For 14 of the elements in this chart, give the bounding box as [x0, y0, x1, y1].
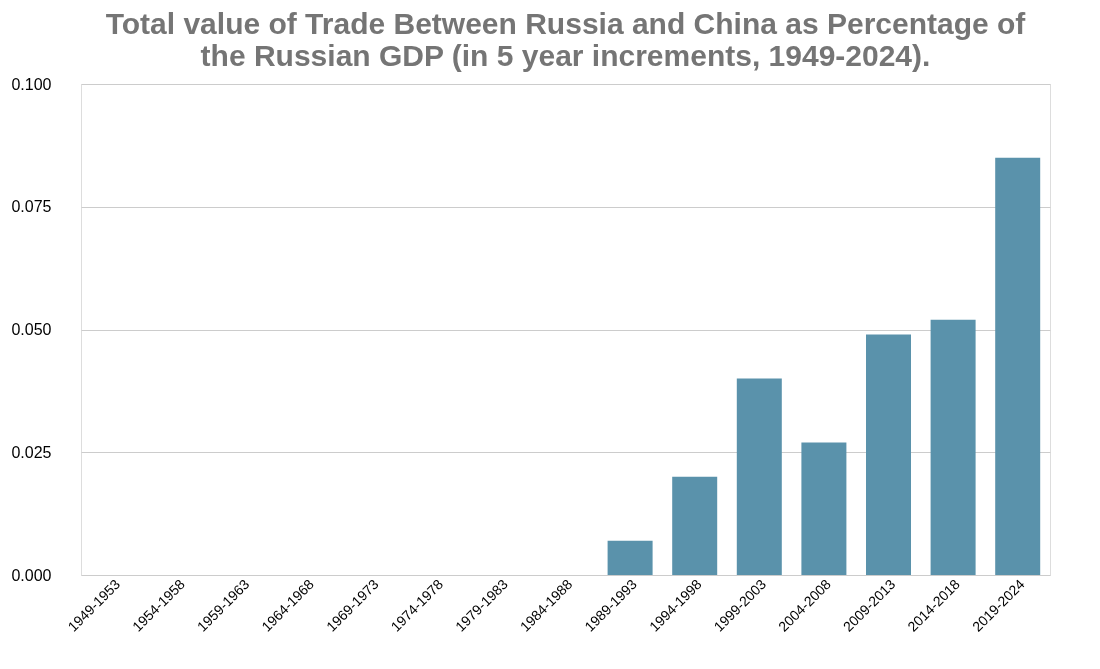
bar — [930, 319, 976, 575]
bar — [607, 540, 653, 575]
y-tick-label: 0.000 — [11, 566, 52, 584]
y-tick-label: 0.050 — [11, 321, 52, 338]
bar — [995, 157, 1041, 575]
text: Total value of Trade Between Russia and China as Percentage of — [105, 7, 1026, 40]
bar — [801, 442, 847, 575]
bar — [672, 476, 718, 575]
y-tick-label: 0.100 — [11, 75, 52, 93]
bar — [736, 378, 782, 575]
y-tick-label: 0.075 — [11, 198, 52, 216]
text: the Russian GDP (in 5 year increments, 1949-2024). — [200, 39, 931, 72]
bar — [866, 334, 911, 575]
y-tick-label: 0.025 — [11, 443, 52, 461]
